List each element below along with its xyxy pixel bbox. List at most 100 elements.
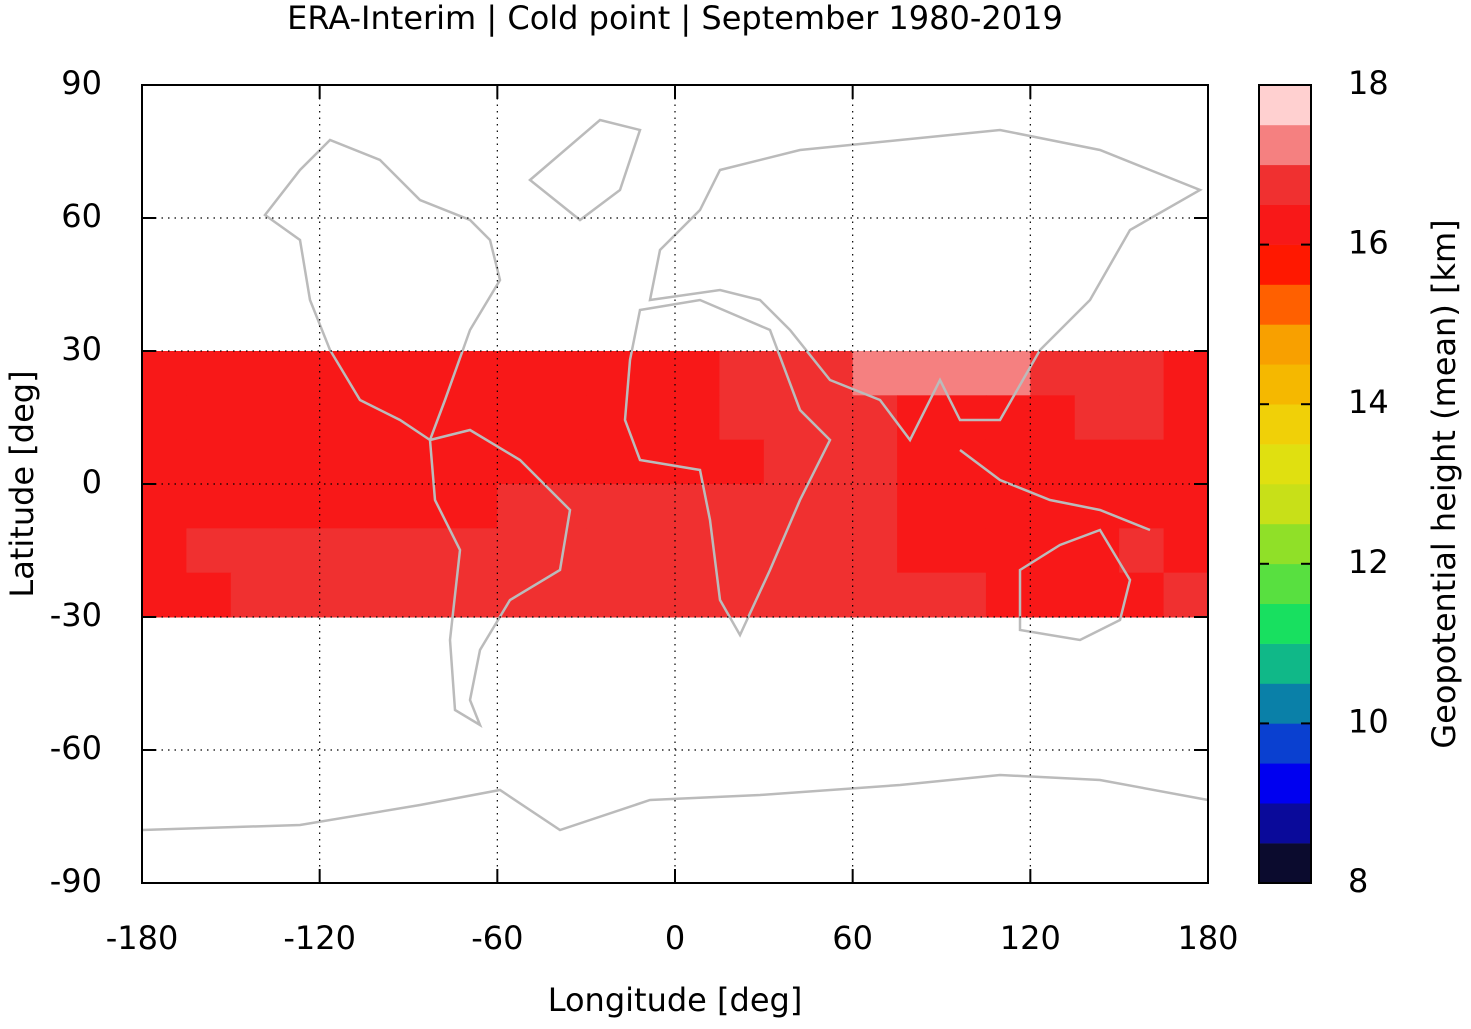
colorbar-label: Geopotential height (mean) [km] — [1425, 219, 1463, 748]
heat-cell — [719, 439, 765, 485]
heat-cell — [1074, 439, 1120, 485]
heat-cell — [497, 439, 543, 485]
colorbar-band — [1259, 763, 1311, 804]
heat-cell — [808, 439, 854, 485]
plot-frame — [141, 84, 1209, 884]
heat-cell — [763, 572, 809, 618]
x-tick-label: 0 — [665, 919, 685, 957]
heat-cell — [586, 439, 632, 485]
heat-cell — [452, 572, 498, 618]
heat-cell — [985, 395, 1031, 441]
heat-cell — [1119, 484, 1165, 529]
heat-cell — [586, 484, 632, 529]
heat-cell — [497, 351, 543, 396]
heat-cell — [186, 528, 232, 574]
heat-cell — [408, 395, 454, 441]
heat-cell — [1163, 439, 1209, 485]
heat-cell — [408, 351, 454, 396]
heat-cell — [1030, 439, 1076, 485]
heat-cell — [541, 351, 587, 396]
y-tick-label: -90 — [50, 862, 102, 900]
colorbar-band — [1259, 244, 1311, 285]
heat-cell — [319, 439, 365, 485]
heat-cell — [275, 572, 321, 618]
heat-cell — [1119, 395, 1165, 441]
colorbar-tick-label: 12 — [1348, 543, 1389, 581]
heat-cell — [985, 439, 1031, 485]
heat-cell — [364, 439, 409, 485]
heat-cell — [852, 528, 898, 574]
y-tick-label: 90 — [61, 64, 102, 102]
heat-cell — [675, 484, 720, 529]
colorbar-band — [1259, 803, 1311, 844]
heat-cell — [763, 484, 809, 529]
heat-cell — [808, 528, 854, 574]
heat-cell — [319, 484, 365, 529]
colorbar-band — [1259, 723, 1311, 764]
colorbar-band — [1259, 603, 1311, 644]
heat-cell — [230, 484, 276, 529]
heat-cell — [275, 351, 321, 396]
heat-cell — [1163, 572, 1209, 618]
heat-cell — [586, 395, 632, 441]
heat-cell — [586, 351, 632, 396]
colorbar-band — [1259, 683, 1311, 724]
heat-cell — [675, 439, 720, 485]
x-tick-label: 120 — [1000, 919, 1061, 957]
x-tick-label: -120 — [283, 919, 356, 957]
coastline — [623, 298, 832, 638]
heat-cell — [985, 528, 1031, 574]
heat-cell — [719, 528, 765, 574]
colorbar-band — [1259, 563, 1311, 604]
colorbar-band — [1259, 124, 1311, 166]
heat-cell — [541, 572, 587, 618]
heat-cell — [985, 572, 1031, 618]
heat-cell — [452, 439, 498, 485]
heat-cell — [719, 351, 765, 396]
heat-cell — [364, 351, 409, 396]
heat-cell — [852, 439, 898, 485]
coastline — [528, 118, 642, 222]
heat-cell — [1163, 484, 1209, 529]
y-tick-label: 0 — [82, 463, 102, 501]
heat-cell — [630, 395, 676, 441]
colorbar-tick-label: 18 — [1348, 64, 1389, 102]
heat-cell — [541, 395, 587, 441]
heat-cell — [897, 572, 942, 618]
heat-cell — [941, 484, 987, 529]
heat-cell — [1074, 351, 1120, 396]
heat-cell — [985, 484, 1031, 529]
heat-cell — [497, 484, 543, 529]
coastline — [959, 449, 1151, 532]
colorbar-tick-label: 16 — [1348, 224, 1389, 262]
heat-cell — [1119, 439, 1165, 485]
colorbar-band — [1259, 204, 1311, 245]
heat-cell — [319, 528, 365, 574]
heat-cell — [763, 439, 809, 485]
heat-cell — [186, 484, 232, 529]
heat-cell — [985, 351, 1031, 396]
heat-cell — [852, 484, 898, 529]
heat-cell — [230, 528, 276, 574]
heat-cell — [897, 528, 942, 574]
heat-cell — [452, 484, 498, 529]
heat-cell — [319, 572, 365, 618]
heat-cell — [230, 395, 276, 441]
heat-cell — [186, 572, 232, 618]
heat-cell — [941, 572, 987, 618]
colorbar-band — [1259, 523, 1311, 565]
colorbar-frame — [1258, 84, 1312, 884]
colorbar-band — [1259, 484, 1311, 525]
heat-cell — [675, 351, 720, 396]
heat-cell — [630, 351, 676, 396]
heat-cell — [275, 395, 321, 441]
heat-cell — [142, 351, 187, 396]
heatmap — [142, 351, 1209, 618]
y-tick-label: 30 — [61, 330, 102, 368]
coastline — [648, 128, 1203, 443]
heat-cell — [675, 395, 720, 441]
heat-cell — [897, 439, 942, 485]
colorbar-band — [1259, 843, 1311, 884]
heat-cell — [1030, 484, 1076, 529]
heat-cell — [186, 439, 232, 485]
